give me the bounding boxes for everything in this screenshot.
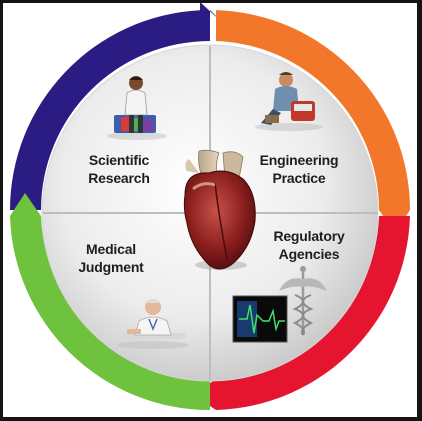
label-engineering-practice: Engineering Practice bbox=[249, 151, 349, 187]
arc-scientific-research bbox=[10, 3, 225, 210]
label-scientific-research: Scientific Research bbox=[73, 151, 165, 187]
label-scientific-research-line2: Research bbox=[88, 170, 150, 186]
cycle-diagram bbox=[10, 3, 410, 411]
arc-engineering-practice bbox=[216, 10, 410, 233]
diagram-frame: Scientific Research Engineering Practice… bbox=[3, 3, 417, 417]
label-regulatory-agencies-line2: Agencies bbox=[278, 246, 340, 262]
label-regulatory-agencies: Regulatory Agencies bbox=[261, 227, 357, 263]
cycle-ring bbox=[10, 3, 410, 411]
label-engineering-practice-line2: Practice bbox=[272, 170, 326, 186]
label-medical-judgment: Medical Judgment bbox=[65, 240, 157, 276]
heart-icon bbox=[183, 149, 256, 270]
scientist-icon bbox=[107, 76, 167, 140]
label-medical-judgment-line2: Judgment bbox=[78, 259, 144, 275]
arc-medical-judgment bbox=[10, 193, 210, 411]
doctor-icon bbox=[117, 299, 189, 349]
label-medical-judgment-line1: Medical bbox=[86, 241, 136, 257]
engineer-icon bbox=[255, 72, 323, 131]
caduceus-icon bbox=[279, 266, 327, 336]
monitor-icon bbox=[232, 295, 288, 343]
label-engineering-practice-line1: Engineering bbox=[259, 152, 339, 168]
arc-regulatory-agencies bbox=[193, 216, 410, 410]
label-scientific-research-line1: Scientific bbox=[88, 152, 150, 168]
label-regulatory-agencies-line1: Regulatory bbox=[273, 228, 345, 244]
